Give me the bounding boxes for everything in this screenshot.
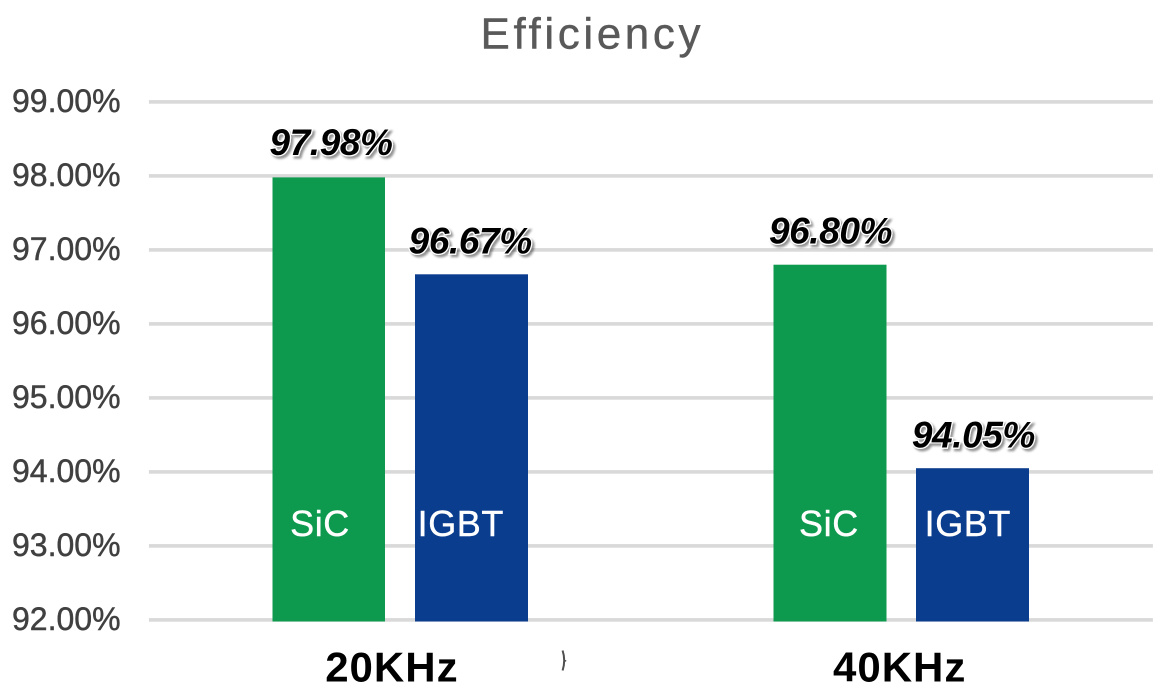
svg-text:93.00%: 93.00% <box>12 527 121 563</box>
svg-text:94.00%: 94.00% <box>12 453 121 489</box>
svg-text:94.05%: 94.05% <box>912 414 1035 455</box>
svg-text:Efficiency: Efficiency <box>481 9 705 58</box>
svg-text:20KHz: 20KHz <box>325 644 458 688</box>
svg-text:97.00%: 97.00% <box>12 231 121 267</box>
svg-text:SiC: SiC <box>799 503 859 544</box>
svg-text:96.67%: 96.67% <box>409 221 532 262</box>
svg-text:SiC: SiC <box>290 503 350 544</box>
svg-text:96.00%: 96.00% <box>12 305 121 341</box>
svg-text:40KHz: 40KHz <box>833 644 966 688</box>
svg-text:99.00%: 99.00% <box>12 83 121 119</box>
svg-text:96.80%: 96.80% <box>769 211 892 252</box>
svg-text:95.00%: 95.00% <box>12 379 121 415</box>
svg-text:92.00%: 92.00% <box>12 601 121 637</box>
svg-text:98.00%: 98.00% <box>12 157 121 193</box>
svg-text:97.98%: 97.98% <box>269 122 392 163</box>
svg-text:IGBT: IGBT <box>925 503 1011 544</box>
svg-text:IGBT: IGBT <box>418 503 504 544</box>
